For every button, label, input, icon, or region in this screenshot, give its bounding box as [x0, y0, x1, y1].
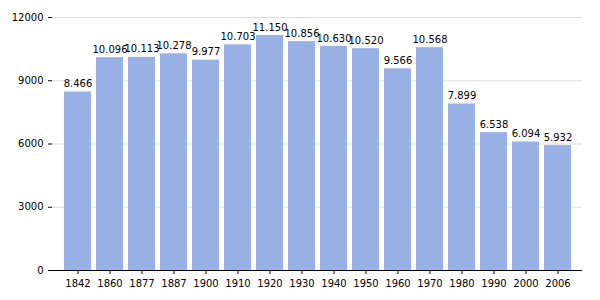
svg-text:1842: 1842 [65, 278, 90, 289]
svg-text:6.538: 6.538 [480, 119, 509, 130]
svg-text:1960: 1960 [385, 278, 410, 289]
svg-text:3000: 3000 [18, 201, 43, 212]
svg-text:6.094: 6.094 [512, 128, 541, 139]
svg-text:1950: 1950 [353, 278, 378, 289]
svg-text:7.899: 7.899 [448, 90, 477, 101]
svg-text:10.113: 10.113 [125, 43, 160, 54]
svg-text:10.096: 10.096 [93, 44, 128, 55]
svg-text:10.630: 10.630 [317, 33, 352, 44]
svg-text:10.568: 10.568 [413, 34, 448, 45]
svg-text:1920: 1920 [257, 278, 282, 289]
svg-text:10.278: 10.278 [157, 40, 192, 51]
svg-text:9000: 9000 [18, 75, 43, 86]
svg-text:9.566: 9.566 [384, 55, 413, 66]
svg-text:1940: 1940 [321, 278, 346, 289]
svg-text:1970: 1970 [417, 278, 442, 289]
svg-text:1900: 1900 [193, 278, 218, 289]
svg-text:1910: 1910 [225, 278, 250, 289]
svg-text:1877: 1877 [129, 278, 154, 289]
svg-text:11.150: 11.150 [253, 22, 288, 33]
svg-text:8.466: 8.466 [64, 78, 93, 89]
svg-text:2006: 2006 [545, 278, 570, 289]
svg-text:1860: 1860 [97, 278, 122, 289]
svg-text:1930: 1930 [289, 278, 314, 289]
svg-text:1887: 1887 [161, 278, 186, 289]
svg-text:12000: 12000 [12, 12, 44, 23]
svg-text:10.520: 10.520 [349, 35, 384, 46]
svg-text:6000: 6000 [18, 138, 43, 149]
svg-text:0: 0 [37, 265, 43, 276]
svg-text:2000: 2000 [513, 278, 538, 289]
svg-text:9.977: 9.977 [192, 46, 221, 57]
svg-text:10.703: 10.703 [221, 31, 256, 42]
svg-text:10.856: 10.856 [285, 28, 320, 39]
svg-text:5.932: 5.932 [544, 132, 573, 143]
svg-text:1990: 1990 [481, 278, 506, 289]
svg-text:1980: 1980 [449, 278, 474, 289]
